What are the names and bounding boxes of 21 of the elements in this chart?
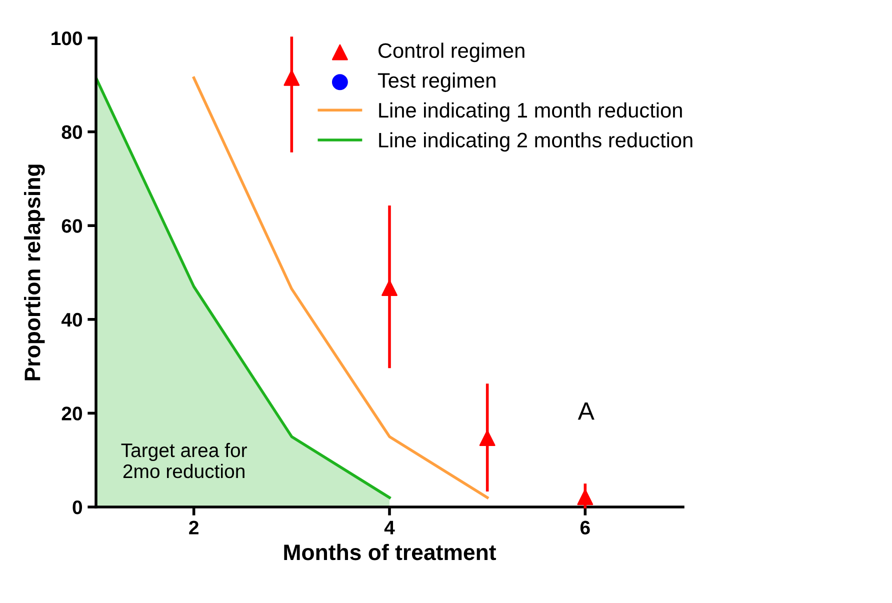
legend-label: Line indicating 1 month reduction (379, 102, 682, 122)
x-axis-title: Months of treatment (284, 544, 496, 560)
legend-label: Control regimen (378, 42, 524, 62)
y-tick-label: 80 (62, 125, 82, 140)
point (284, 70, 300, 86)
y-tick-label: 100 (52, 31, 82, 46)
y-axis-title: Proportion relapsing (24, 164, 45, 380)
annotation: Target area for 2mo reduction (121, 442, 247, 478)
legend-label: Test regimen (378, 72, 496, 92)
y-tick-label: 0 (72, 500, 82, 514)
annotation: A (578, 402, 594, 420)
x-tick-label: 2 (189, 520, 198, 534)
y-tick-label: 60 (62, 219, 82, 233)
legend-label: Line indicating 2 months reduction (379, 132, 692, 152)
point (382, 280, 398, 296)
y-tick-label: 40 (61, 312, 82, 327)
point (577, 489, 594, 506)
y-tick-label: 20 (62, 406, 82, 420)
point (479, 430, 496, 446)
x-tick-label: 6 (580, 520, 590, 534)
x-tick-label: 4 (384, 520, 395, 534)
